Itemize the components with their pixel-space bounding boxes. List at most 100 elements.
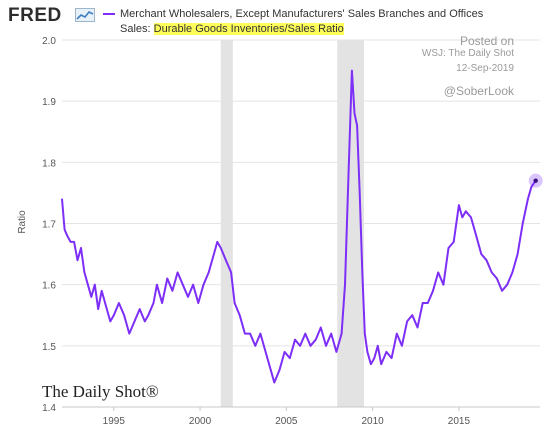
- data-point: [304, 333, 306, 335]
- legend-swatch: [103, 13, 115, 15]
- x-tick-label: 2005: [275, 416, 298, 427]
- data-point: [461, 216, 463, 218]
- data-point: [320, 326, 322, 329]
- data-point: [432, 290, 434, 292]
- data-point: [113, 314, 115, 316]
- fred-graph-icon: [75, 8, 95, 22]
- data-point: [278, 369, 280, 371]
- last-point-marker: [533, 178, 538, 183]
- gridlines: [62, 39, 540, 347]
- data-point: [527, 198, 529, 200]
- data-point: [265, 351, 267, 353]
- data-point: [101, 290, 103, 292]
- data-point: [230, 271, 232, 273]
- data-point: [353, 112, 356, 114]
- y-tick-label: 1.6: [42, 281, 56, 292]
- data-point: [139, 308, 141, 310]
- data-point: [147, 314, 149, 316]
- x-tick-label: 2010: [361, 416, 384, 427]
- data-point: [325, 345, 327, 347]
- data-point: [166, 277, 168, 280]
- data-point: [133, 320, 136, 322]
- data-point: [373, 357, 375, 359]
- data-point: [437, 271, 439, 273]
- data-point: [364, 333, 366, 335]
- daily-shot-logo: The Daily Shot®: [40, 382, 161, 402]
- data-point: [249, 333, 251, 335]
- data-point: [182, 284, 184, 286]
- x-tick-label: 1995: [103, 416, 126, 427]
- series-layer: [61, 69, 543, 384]
- x-tick-label: 2000: [189, 416, 212, 427]
- data-point: [366, 351, 368, 353]
- data-point: [156, 284, 158, 286]
- data-point: [220, 247, 222, 249]
- data-point: [94, 284, 96, 286]
- y-tick-label: 1.8: [42, 158, 56, 169]
- data-point: [144, 320, 146, 322]
- watermark-date: 12-Sep-2019: [456, 63, 514, 74]
- data-point: [496, 277, 498, 280]
- data-point: [458, 204, 460, 206]
- data-point: [427, 302, 429, 304]
- data-point: [396, 333, 398, 335]
- data-point: [309, 345, 312, 347]
- data-point: [370, 363, 372, 365]
- y-tick-label: 1.4: [42, 403, 56, 414]
- data-point: [284, 351, 286, 353]
- data-point: [361, 271, 363, 273]
- data-point: [470, 216, 472, 218]
- y-tick-label: 1.7: [42, 220, 56, 231]
- data-point: [87, 284, 89, 286]
- data-point: [416, 326, 419, 329]
- data-point: [192, 284, 194, 286]
- data-point: [341, 333, 343, 335]
- data-point: [344, 284, 346, 286]
- data-point: [530, 186, 533, 188]
- data-point: [259, 333, 261, 335]
- data-point: [511, 271, 513, 273]
- data-point: [359, 192, 361, 194]
- x-tick-label: 2015: [448, 416, 471, 427]
- data-point: [187, 296, 189, 298]
- watermark-source: WSJ: The Daily Shot: [421, 48, 514, 59]
- data-point: [118, 302, 120, 304]
- data-point: [422, 302, 424, 304]
- watermark-posted-on: Posted on: [459, 34, 514, 48]
- y-tick-labels: 1.4 1.5 1.6 1.7 1.8 1.9 2.0: [42, 36, 56, 414]
- data-point: [347, 174, 350, 176]
- data-point: [70, 241, 72, 243]
- data-point: [73, 241, 75, 243]
- data-point: [128, 333, 130, 335]
- data-point: [254, 345, 256, 347]
- data-point: [61, 198, 63, 200]
- data-point: [208, 271, 210, 273]
- data-point: [161, 302, 163, 304]
- data-point: [475, 235, 477, 237]
- data-point: [76, 259, 79, 261]
- data-point: [294, 339, 296, 341]
- data-point: [501, 290, 503, 292]
- legend-label: Merchant Wholesalers, Except Manufacture…: [120, 7, 515, 37]
- data-point: [391, 357, 393, 359]
- data-point: [356, 125, 358, 127]
- data-point: [234, 302, 236, 304]
- data-point: [268, 363, 270, 365]
- data-point: [216, 241, 218, 243]
- data-point: [506, 284, 508, 286]
- data-point: [465, 210, 467, 212]
- data-point: [90, 296, 92, 298]
- data-point: [406, 320, 408, 322]
- x-tick-labels: 1995 2000 2005 2010 2015: [103, 407, 471, 427]
- data-point: [485, 259, 488, 261]
- data-point: [104, 302, 106, 304]
- data-point: [239, 314, 241, 316]
- data-point: [197, 302, 199, 304]
- data-point: [213, 253, 215, 255]
- data-point: [244, 333, 246, 335]
- data-point: [491, 271, 493, 273]
- data-point: [522, 222, 524, 225]
- data-point: [289, 357, 291, 359]
- data-point: [315, 339, 317, 341]
